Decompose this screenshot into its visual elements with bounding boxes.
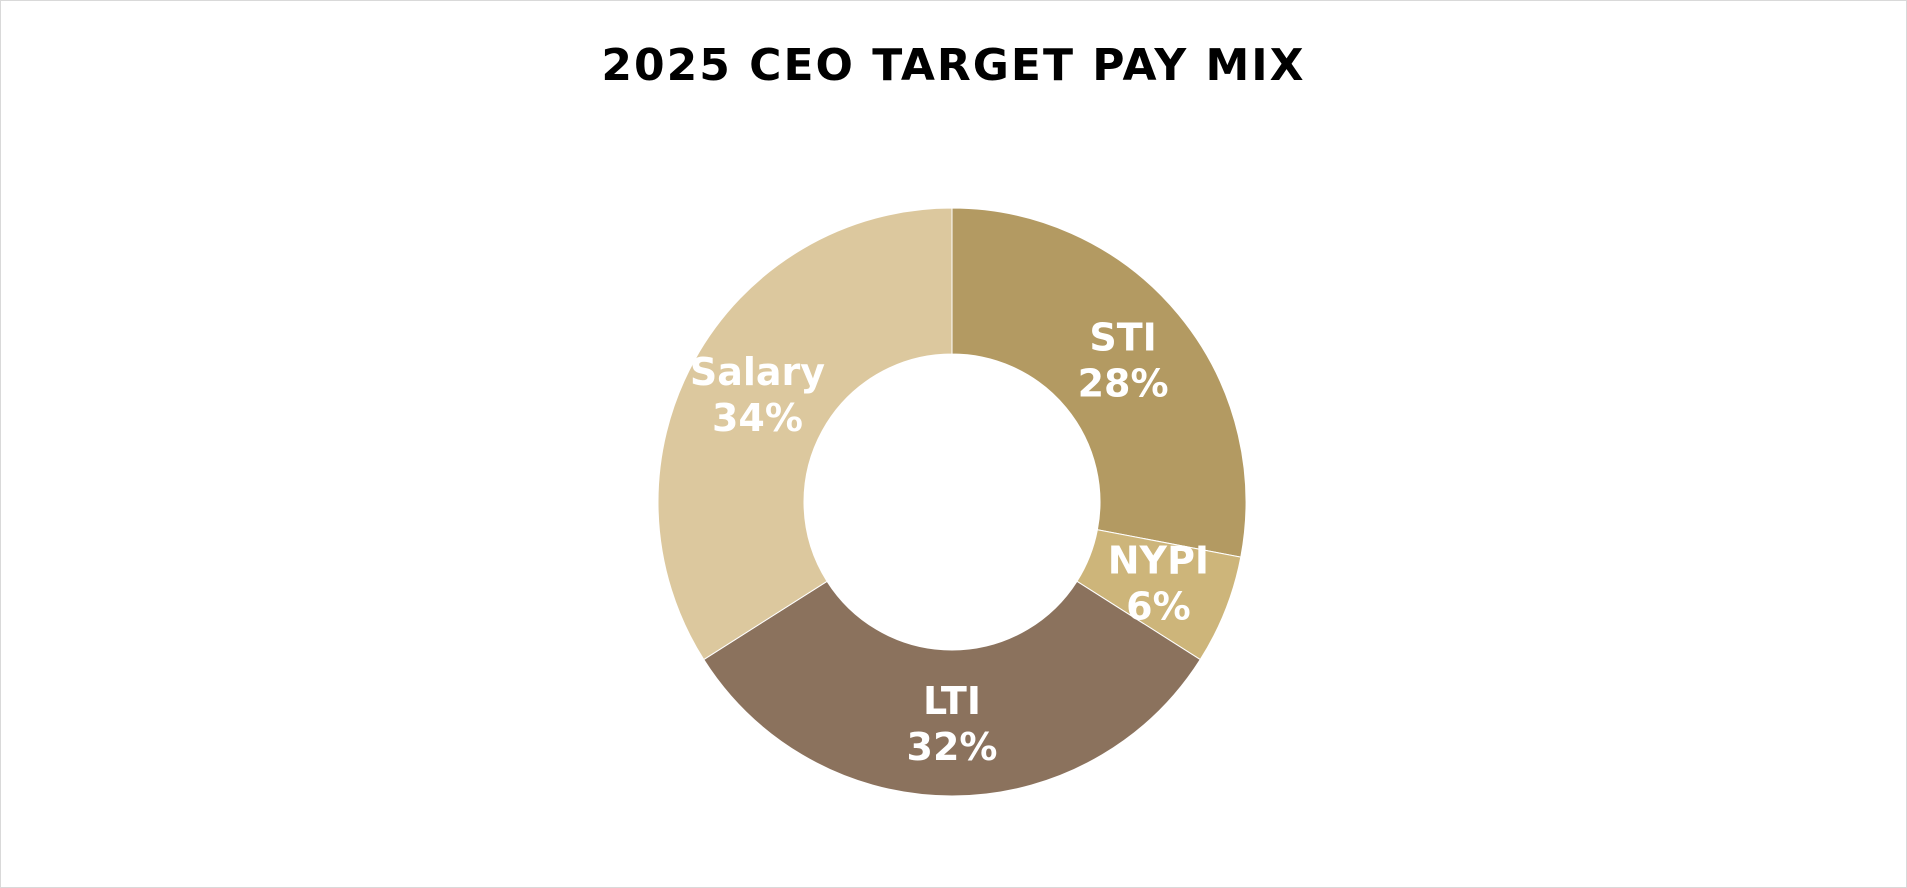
slice-lti <box>703 580 1201 797</box>
slice-percent-label: 32% <box>907 725 998 769</box>
slice-label-nypi: NYPI 6% <box>1108 539 1209 629</box>
slice-category-label: LTI <box>923 679 981 723</box>
slice-category-label: NYPI <box>1108 539 1209 583</box>
slice-category-label: STI <box>1089 315 1156 359</box>
slice-sti <box>951 207 1247 558</box>
donut-labels: STI 28% NYPI 6% LTI 32% Salary 34% <box>690 315 1209 769</box>
slice-percent-label: 6% <box>1126 585 1191 629</box>
slice-category-label: Salary <box>690 350 825 394</box>
slice-salary <box>657 207 953 661</box>
slice-percent-label: 34% <box>712 396 803 440</box>
slice-label-lti: LTI 32% <box>907 679 998 769</box>
slice-label-sti: STI 28% <box>1078 315 1169 405</box>
donut-slices <box>657 207 1247 797</box>
slice-percent-label: 28% <box>1078 361 1169 405</box>
slice-label-salary: Salary 34% <box>690 350 825 440</box>
chart-title: 2025 CEO TARGET PAY MIX <box>601 40 1306 91</box>
